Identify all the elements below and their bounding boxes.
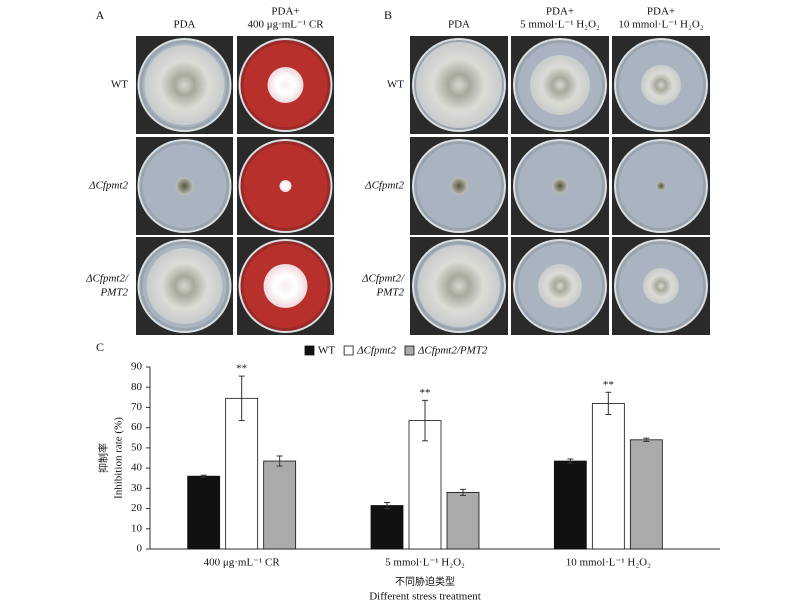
error-bar (643, 437, 650, 442)
x-axis-label: Different stress treatment (369, 591, 481, 603)
panel-label: B (384, 8, 392, 22)
error-bar (276, 455, 283, 467)
colony (552, 178, 568, 194)
colony (279, 180, 292, 192)
column-header: 400 μg·mL⁻¹ CR (247, 19, 324, 31)
y-tick-label: 30 (131, 482, 143, 494)
row-label: WT (111, 79, 128, 91)
row-label: ΔCfpmt2 (88, 180, 128, 192)
column-header: PDA+ (647, 6, 675, 18)
y-tick-label: 0 (137, 543, 143, 555)
legend-swatch (343, 345, 354, 356)
colony (538, 264, 582, 308)
significance-label: ** (603, 379, 614, 391)
colony (643, 268, 679, 304)
bar (591, 402, 625, 550)
row-label: PMT2 (100, 287, 129, 299)
y-tick-label: 40 (131, 462, 143, 474)
legend-swatch (404, 345, 415, 356)
colony (175, 177, 194, 195)
error-bar (605, 391, 612, 416)
legend-label: WT (318, 345, 335, 357)
x-axis-label: 不同胁迫类型 (395, 575, 455, 588)
y-tick-label: 20 (131, 502, 143, 514)
colony (263, 264, 308, 308)
row-label: ΔCfpmt2/ (85, 273, 129, 285)
error-bar (422, 399, 428, 442)
bar (446, 491, 480, 550)
panel-label: C (96, 340, 104, 354)
bar (370, 505, 404, 550)
y-axis-label: 抑制率 (97, 443, 110, 473)
y-tick-label: 50 (131, 441, 143, 453)
significance-label: ** (236, 363, 247, 375)
y-tick-label: 80 (131, 381, 143, 393)
significance-label: ** (420, 387, 431, 399)
row-label: ΔCfpmt2/ (361, 273, 405, 285)
y-tick-label: 90 (131, 361, 143, 373)
y-tick-label: 70 (131, 401, 143, 413)
panel-label: A (96, 8, 105, 22)
column-header: PDA (173, 19, 195, 31)
colony (450, 177, 468, 195)
bar (629, 439, 663, 550)
column-header: 5 mmol·L⁻¹ H₂O₂ (520, 19, 600, 31)
colony (267, 67, 304, 103)
colony (418, 245, 500, 327)
y-tick-label: 60 (131, 421, 143, 433)
legend-swatch (304, 345, 315, 356)
error-bar (200, 474, 207, 478)
bar (187, 475, 221, 550)
colony (641, 65, 681, 105)
error-bar (384, 501, 390, 510)
column-header: 10 mmol·L⁻¹ H₂O₂ (618, 19, 703, 31)
y-tick-label: 10 (131, 522, 143, 534)
legend-label: ΔCfpmt2 (356, 345, 396, 357)
row-label: ΔCfpmt2 (364, 180, 404, 192)
column-header: PDA+ (546, 6, 574, 18)
x-tick-label: 5 mmol·L⁻¹ H₂O₂ (385, 557, 465, 569)
bar (263, 460, 297, 550)
colony (530, 55, 590, 115)
bar (553, 460, 587, 550)
legend-label: ΔCfpmt2/PMT2 (417, 345, 488, 357)
colony (656, 181, 666, 191)
column-header: PDA+ (271, 6, 299, 18)
column-header: PDA (448, 19, 470, 31)
colony (416, 42, 502, 128)
colony (144, 45, 225, 125)
error-bar (567, 458, 574, 464)
colony (146, 248, 223, 324)
row-label: WT (387, 79, 404, 91)
error-bar (238, 375, 245, 422)
row-label: PMT2 (376, 287, 405, 299)
x-tick-label: 400 μg·mL⁻¹ CR (204, 557, 281, 569)
error-bar (460, 488, 466, 496)
y-axis-label: Inhibition rate (%) (113, 417, 125, 499)
x-tick-label: 10 mmol·L⁻¹ H₂O₂ (566, 557, 651, 569)
